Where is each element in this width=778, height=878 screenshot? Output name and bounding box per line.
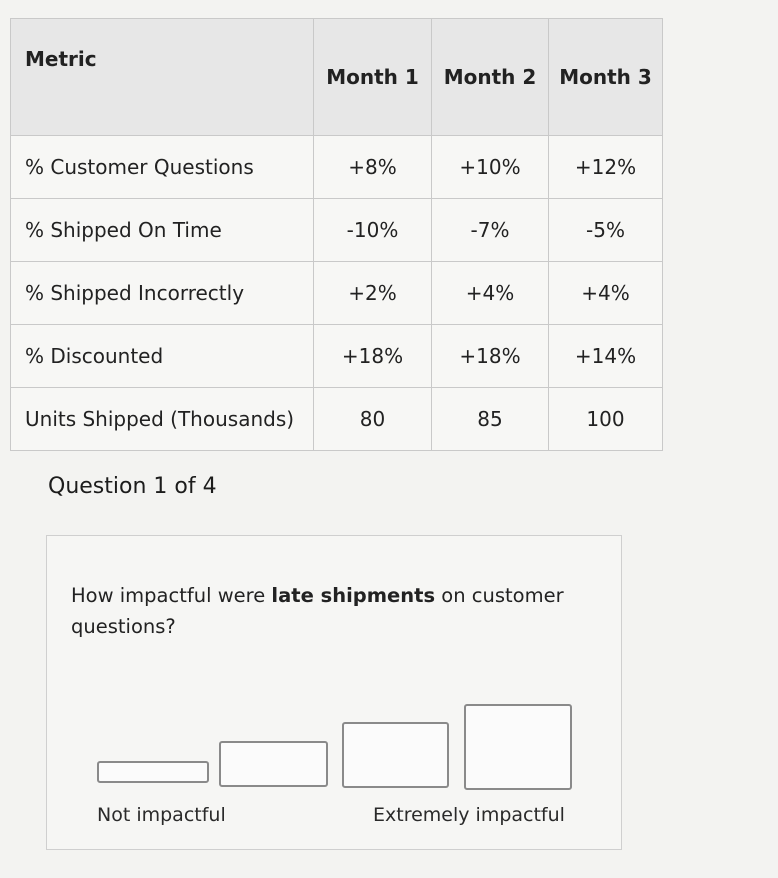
table-cell: +12% [548, 135, 663, 199]
table-cell: +4% [431, 261, 549, 325]
question-prompt: How impactful were late shipments on cus… [71, 580, 591, 642]
question-text-suffix: on customer questions? [71, 584, 564, 638]
table-cell: +14% [548, 324, 663, 388]
row-label-shipped-incorrectly: % Shipped Incorrectly [10, 261, 314, 325]
column-header-month-1: Month 1 [313, 18, 432, 136]
rating-option-3[interactable] [342, 722, 449, 788]
table-cell: 85 [431, 387, 549, 451]
column-header-month-3: Month 3 [548, 18, 663, 136]
row-label-shipped-on-time: % Shipped On Time [10, 198, 314, 262]
table-header-row: Metric Month 1 Month 2 Month 3 [10, 18, 663, 136]
table-cell: +10% [431, 135, 549, 199]
table-row: Units Shipped (Thousands) 80 85 100 [10, 387, 663, 451]
table-cell: -10% [313, 198, 432, 262]
rating-option-2[interactable] [219, 741, 328, 787]
scale-label-low: Not impactful [97, 804, 226, 826]
table-cell: -7% [431, 198, 549, 262]
question-text-prefix: How impactful were [71, 584, 272, 607]
table-cell: +8% [313, 135, 432, 199]
rating-option-4[interactable] [464, 704, 572, 790]
rating-option-1[interactable] [97, 761, 209, 783]
column-header-month-2: Month 2 [431, 18, 549, 136]
question-emphasis: late shipments [271, 584, 436, 607]
column-header-metric: Metric [10, 18, 314, 136]
table-cell: +4% [548, 261, 663, 325]
scale-label-high: Extremely impactful [373, 804, 565, 826]
table-row: % Customer Questions +8% +10% +12% [10, 135, 663, 199]
question-card: How impactful were late shipments on cus… [46, 535, 622, 850]
table-cell: +18% [313, 324, 432, 388]
row-label-customer-questions: % Customer Questions [10, 135, 314, 199]
table-row: % Shipped Incorrectly +2% +4% +4% [10, 261, 663, 325]
metrics-table: Metric Month 1 Month 2 Month 3 % Custome… [10, 18, 663, 451]
question-counter: Question 1 of 4 [48, 474, 217, 499]
table-cell: 100 [548, 387, 663, 451]
table-cell: -5% [548, 198, 663, 262]
table-row: % Discounted +18% +18% +14% [10, 324, 663, 388]
table-cell: 80 [313, 387, 432, 451]
table-cell: +2% [313, 261, 432, 325]
table-cell: +18% [431, 324, 549, 388]
table-row: % Shipped On Time -10% -7% -5% [10, 198, 663, 262]
row-label-discounted: % Discounted [10, 324, 314, 388]
row-label-units-shipped: Units Shipped (Thousands) [10, 387, 314, 451]
